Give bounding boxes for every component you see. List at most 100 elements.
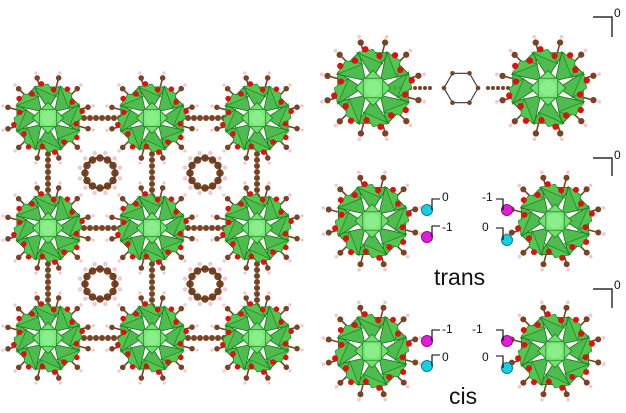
carbon-atom — [85, 324, 91, 330]
oxygen-atom — [390, 316, 397, 323]
carbon-atom — [578, 118, 585, 125]
oxygen-atom — [133, 91, 139, 97]
hydrogen-atom — [243, 161, 247, 165]
carbon-atom — [450, 70, 455, 76]
chain-atom — [45, 279, 51, 285]
cluster — [321, 170, 423, 272]
oxygen-atom — [376, 52, 383, 60]
hydrogen-atom — [243, 181, 247, 185]
ring-bond — [83, 267, 117, 301]
hydrogen-atom — [138, 271, 142, 275]
carbon-atom — [85, 104, 91, 110]
trans-isomer-label: trans — [434, 264, 485, 290]
carbon-atom — [595, 336, 602, 343]
carbon-atom — [557, 130, 564, 137]
central-atom — [145, 331, 159, 345]
chain-atom — [111, 115, 117, 121]
carbon-atom — [294, 125, 300, 132]
oxygen-atom — [566, 52, 574, 59]
oxygen-atom — [16, 109, 23, 116]
ring-bond — [188, 267, 222, 301]
oxygen-atom — [16, 329, 23, 336]
linker-atom — [423, 86, 427, 90]
hydrogen-atom — [532, 35, 537, 39]
central-atom — [41, 221, 55, 235]
oxygen-atom — [278, 319, 284, 325]
macrocycle — [182, 150, 228, 196]
linker-atom — [496, 86, 500, 90]
hydrogen-atom — [601, 336, 606, 340]
hydrogen-atom — [91, 214, 95, 218]
oxygen-atom — [522, 117, 530, 124]
carbon-atom — [499, 72, 506, 80]
oxygen-atom — [347, 379, 354, 386]
hydrogen-atom — [210, 238, 214, 242]
carbon-atom — [265, 375, 271, 381]
carbon-atom — [294, 324, 300, 330]
oxygen-atom — [230, 351, 236, 357]
oxygen-atom — [129, 364, 136, 370]
oxygen-atom — [377, 123, 384, 130]
oxygen-atom — [133, 201, 139, 207]
oxygen-atom — [588, 210, 595, 217]
hydrogen-atom — [383, 397, 387, 402]
trans-right-lower-charge: 0 — [482, 220, 489, 234]
oxygen-atom — [173, 99, 179, 105]
oxygen-atom — [260, 369, 267, 375]
hydrogen-atom — [208, 150, 213, 156]
hydrogen-atom — [222, 369, 226, 373]
hydrogen-atom — [267, 161, 271, 165]
hydrogen-atom — [183, 369, 187, 373]
carbon-atom — [5, 324, 11, 331]
hydrogen-atom — [357, 35, 362, 39]
linker-atom — [428, 86, 432, 90]
hydrogen-atom — [183, 303, 187, 307]
chain-atom — [215, 115, 221, 121]
hydrogen-atom — [13, 303, 17, 307]
charge-bracket-top: 0 — [593, 6, 621, 37]
oxygen-atom — [521, 211, 528, 218]
oxygen-atom — [120, 205, 126, 212]
cluster — [504, 170, 606, 272]
carbon-atom — [55, 185, 62, 191]
oxygen-atom — [133, 311, 139, 317]
oxygen-atom — [115, 121, 121, 128]
chain-atom — [254, 279, 260, 285]
carbon-atom — [243, 185, 249, 191]
hydrogen-atom — [601, 232, 606, 236]
carbon-atom — [382, 130, 389, 137]
ring-bond — [83, 156, 117, 190]
cluster — [210, 291, 304, 385]
trans-left-lower-charge: -1 — [442, 220, 453, 234]
chain-atom — [254, 163, 260, 169]
carbon-atom — [357, 261, 364, 268]
hydrogen-atom — [243, 271, 247, 275]
ring-bond — [443, 72, 479, 104]
hydrogen-atom — [195, 128, 199, 132]
oxygen-atom — [512, 62, 519, 70]
hydrogen-atom — [34, 161, 38, 165]
oxygen-atom — [79, 218, 85, 225]
oxygen-atom — [525, 235, 532, 242]
hydrogen-atom — [92, 301, 97, 307]
hydrogen-atom — [517, 254, 522, 259]
hydrogen-atom — [183, 149, 187, 153]
oxygen-atom — [183, 108, 189, 115]
hydrogen-atom — [188, 296, 193, 301]
carbon-atom — [189, 104, 195, 110]
oxygen-atom — [278, 99, 284, 105]
carbon-atom — [243, 265, 250, 271]
carbon-atom — [159, 75, 166, 81]
hydrogen-atom — [83, 156, 88, 161]
trans-site-markers: 0 -1 -1 0 trans — [431, 190, 504, 290]
carbon-atom — [160, 155, 166, 161]
oxygen-atom — [530, 249, 537, 256]
carbon-atom — [109, 324, 115, 331]
hydrogen-atom — [77, 165, 83, 170]
hydrogen-atom — [195, 104, 199, 108]
oxygen-atom — [120, 315, 126, 322]
linker-atom — [486, 86, 490, 90]
oxygen-atom — [391, 52, 399, 59]
hydrogen-atom — [182, 287, 188, 292]
carbon-atom — [563, 174, 570, 181]
